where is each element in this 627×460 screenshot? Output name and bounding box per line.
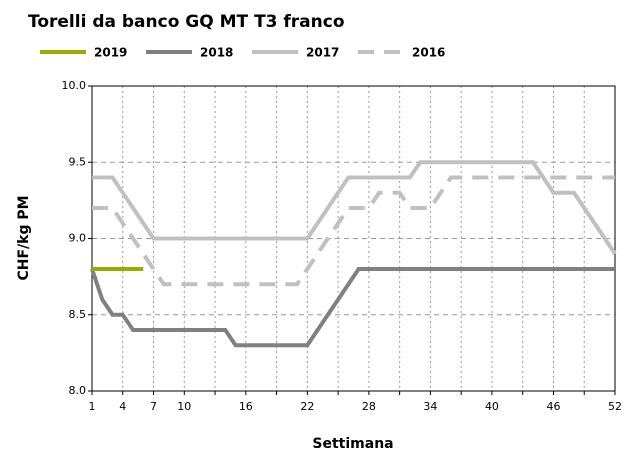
line-series [92, 160, 617, 255]
y-tick-label: 9.0 [69, 232, 87, 245]
line-series [92, 175, 615, 287]
y-tick-label: 8.0 [69, 384, 87, 397]
chart-title: Torelli da banco GQ MT T3 franco [28, 12, 345, 32]
x-axis-label: Settimana [312, 436, 393, 452]
x-tick-label: 1 [89, 400, 96, 413]
x-tick-label: 10 [177, 400, 191, 413]
x-tick-label: 4 [119, 400, 126, 413]
x-tick-label: 34 [423, 400, 437, 413]
legend-label: 2016 [412, 46, 445, 60]
x-tick-label: 7 [150, 400, 157, 413]
legend-label: 2019 [94, 46, 127, 60]
y-tick-label: 8.5 [69, 308, 87, 321]
x-tick-label: 22 [300, 400, 314, 413]
x-tick-label: 28 [362, 400, 376, 413]
y-tick-label: 9.5 [69, 155, 87, 168]
x-tick-label: 46 [546, 400, 560, 413]
x-tick-label: 16 [239, 400, 253, 413]
plot-frame [91, 85, 616, 392]
x-tick-label: 52 [608, 400, 622, 413]
line-series [90, 267, 615, 348]
legend-label: 2018 [200, 46, 233, 60]
y-tick-label: 10.0 [62, 79, 87, 92]
legend-label: 2017 [306, 46, 339, 60]
y-axis-label: CHF/kg PM [16, 195, 32, 280]
x-tick-label: 40 [485, 400, 499, 413]
